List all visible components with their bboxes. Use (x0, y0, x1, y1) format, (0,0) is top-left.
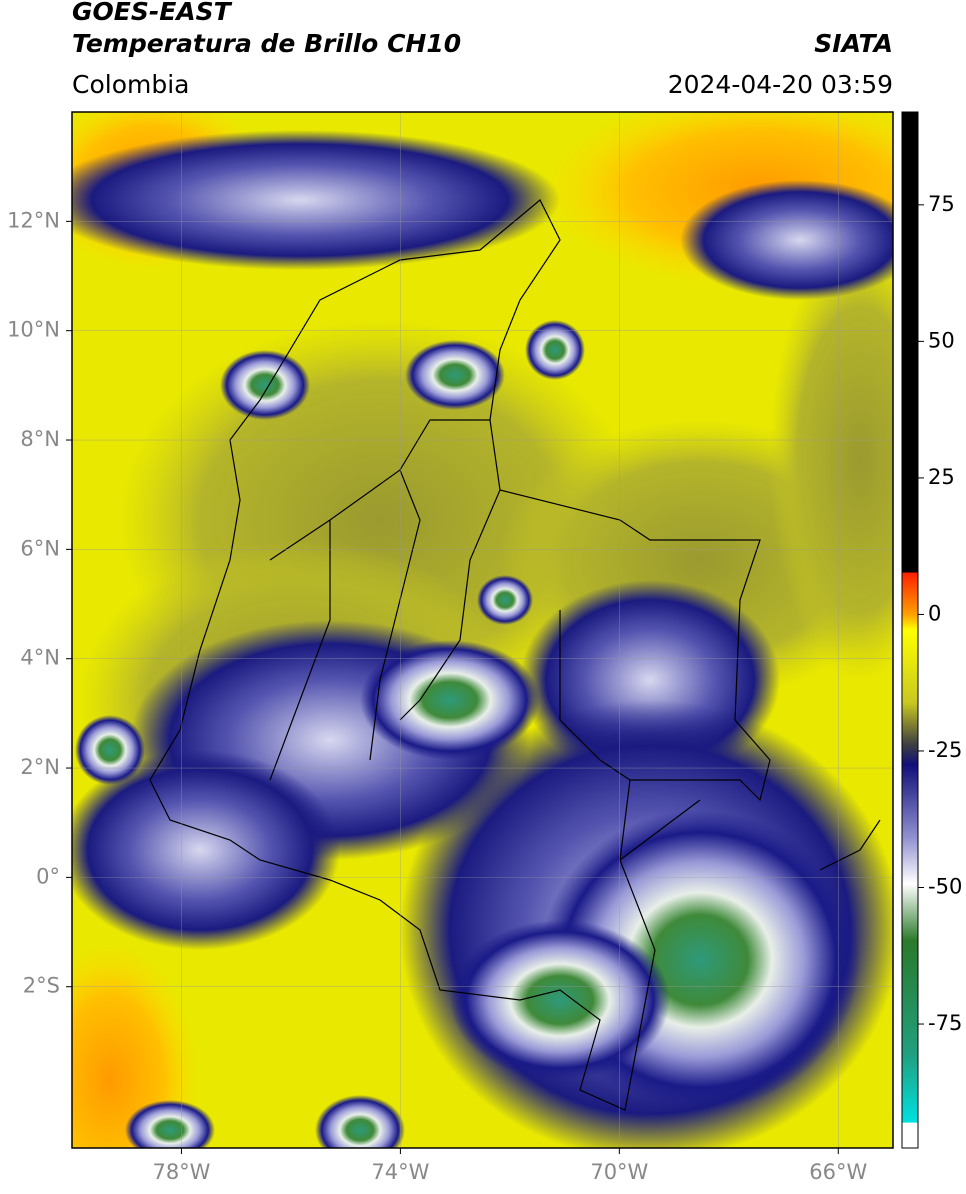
lat-tick-label: 0° (36, 864, 60, 888)
title: GOES-EAST (72, 0, 233, 26)
map-frame (71, 111, 894, 1149)
colorbar (901, 111, 919, 1149)
lat-tick-label: 10°N (7, 318, 60, 342)
lon-tick-label: 70°W (590, 1160, 648, 1184)
colorbar-tick-label: -50 (928, 874, 962, 898)
lat-tick-label: 2°S (23, 974, 60, 998)
colorbar-tick-label: 50 (928, 328, 955, 352)
subtitle: Temperatura de Brillo CH10 (72, 29, 461, 58)
lon-tick-label: 78°W (152, 1160, 210, 1184)
lat-tick-label: 2°N (20, 755, 60, 779)
region: Colombia (72, 70, 189, 99)
colorbar-tick-label: 75 (928, 192, 955, 216)
satellite-image (72, 112, 893, 1148)
lon-tick-label: 66°W (809, 1160, 867, 1184)
colorbar-tick-label: 0 (928, 601, 941, 625)
colorbar-tick-label: -25 (928, 738, 962, 762)
grid (72, 112, 893, 1148)
lat-tick-label: 4°N (20, 646, 60, 670)
source: SIATA (814, 29, 893, 58)
datetime: 2024-04-20 03:59 (668, 70, 893, 99)
colorbar-tick-label: -75 (928, 1011, 962, 1035)
lon-tick-label: 74°W (371, 1160, 429, 1184)
lat-tick-label: 6°N (20, 536, 60, 560)
lat-tick-label: 8°N (20, 427, 60, 451)
lat-tick-label: 12°N (7, 208, 60, 232)
colorbar-tick-label: 25 (928, 465, 955, 489)
